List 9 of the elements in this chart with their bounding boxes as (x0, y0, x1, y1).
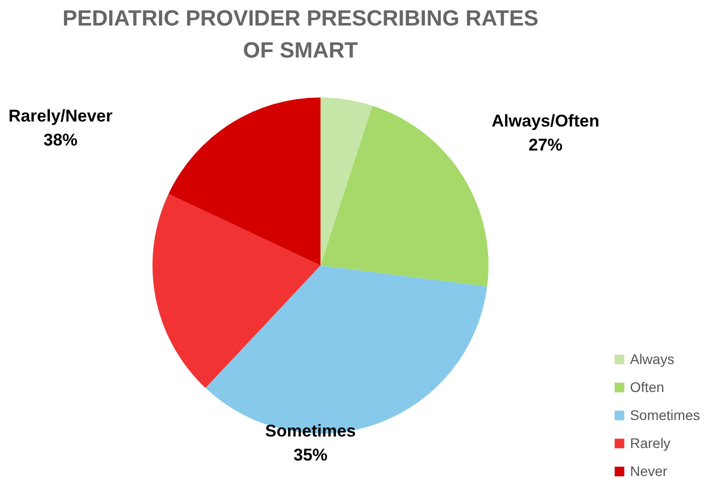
legend-label: Often (630, 379, 664, 395)
text: Rarely/Never 38% (8, 106, 113, 150)
chart-title: PEDIATRIC PROVIDER PRESCRIBING RATES OF SMART (62, 6, 538, 62)
legend-label: Rarely (630, 435, 670, 451)
text: Always/Often 27% (492, 112, 600, 154)
legend-label: Always (630, 351, 674, 367)
text: Sometimes 35% (265, 422, 356, 464)
legend-label: Never (630, 463, 668, 479)
legend-label: Sometimes (630, 407, 700, 423)
